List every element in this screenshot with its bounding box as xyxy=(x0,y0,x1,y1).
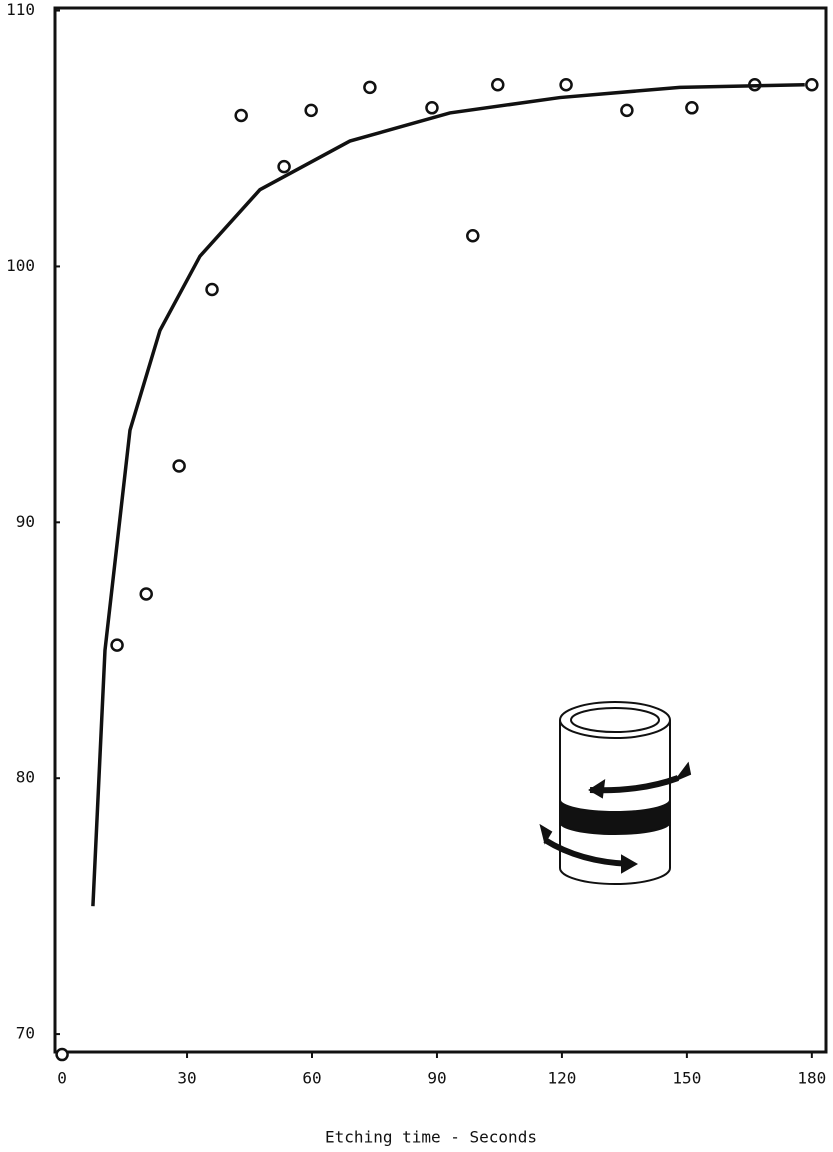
cylinder-illustration xyxy=(541,702,690,884)
plot-frame xyxy=(55,8,826,1052)
y-tick-label: 90 xyxy=(16,512,35,531)
data-point xyxy=(561,79,572,90)
data-point xyxy=(112,640,123,651)
x-tick-label: 30 xyxy=(177,1069,196,1088)
fit-curve xyxy=(93,85,805,906)
x-tick-label: 120 xyxy=(547,1069,576,1088)
y-tick-label: 70 xyxy=(16,1024,35,1043)
y-tick-label: 80 xyxy=(16,768,35,787)
x-tick-label: 180 xyxy=(797,1069,826,1088)
data-point xyxy=(236,110,247,121)
chart: Etching time - Seconds 0 30 60 90 120 150 180 7… xyxy=(0,0,833,1152)
data-point xyxy=(57,1049,68,1060)
y-tick-label: 110 xyxy=(6,0,35,19)
data-point xyxy=(492,79,503,90)
x-tick-label: 60 xyxy=(302,1069,321,1088)
data-point xyxy=(306,105,317,116)
data-point xyxy=(207,284,218,295)
data-point xyxy=(279,161,290,172)
data-point xyxy=(686,102,697,113)
x-axis-label: Etching time - Seconds xyxy=(325,1128,537,1147)
data-point xyxy=(806,79,817,90)
data-point xyxy=(426,102,437,113)
data-point xyxy=(621,105,632,116)
data-point xyxy=(467,230,478,241)
data-point xyxy=(174,461,185,472)
x-tick-label: 90 xyxy=(427,1069,446,1088)
y-tick-label: 100 xyxy=(6,256,35,275)
data-point xyxy=(364,82,375,93)
data-point xyxy=(141,588,152,599)
x-tick-label: 0 xyxy=(57,1069,67,1088)
page: {"chart_data": {"type": "scatter", "x_la… xyxy=(0,0,833,1152)
x-tick-label: 150 xyxy=(672,1069,701,1088)
